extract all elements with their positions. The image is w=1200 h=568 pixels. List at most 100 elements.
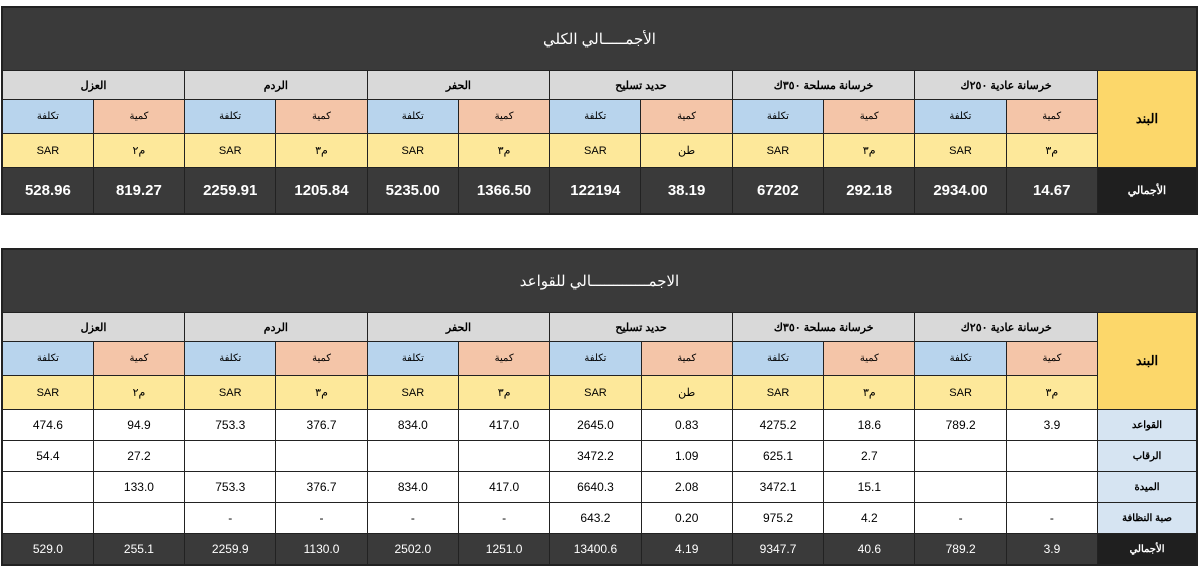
cost-cell: 834.0 — [366, 409, 459, 441]
total-cost-cell: 528.96 — [1, 167, 94, 215]
cost-header: تكلفة — [1, 99, 94, 134]
total-cost-cell: 9347.7 — [731, 533, 825, 566]
total-quantity-cell: 1251.0 — [457, 533, 551, 566]
cost-cell: 643.2 — [549, 502, 642, 534]
quantity-cell: - — [1005, 502, 1099, 534]
unit-cell: SAR — [366, 133, 459, 168]
quantity-cell: 27.2 — [92, 440, 186, 472]
unit-cell: SAR — [914, 375, 1007, 410]
unit-cell: SAR — [1, 133, 94, 168]
quantity-cell — [275, 440, 368, 472]
table-title: الاجمـــــــــــــالي للقواعد — [1, 248, 1198, 313]
quantity-cell — [1005, 440, 1099, 472]
total-row-label: الأجمالي — [1096, 167, 1198, 215]
cost-header: تكلفة — [731, 99, 825, 134]
cost-cell — [914, 471, 1007, 503]
cost-cell — [914, 440, 1007, 472]
row-label: صبة النظافة — [1097, 502, 1198, 534]
table-row: 54.4 27.2 3472.2 1.09 625.1 2.7 الرقاب — [1, 440, 1198, 472]
quantity-header: كمية — [457, 341, 551, 376]
row-label: الميدة — [1097, 471, 1198, 503]
cost-header: تكلفة — [366, 341, 459, 376]
cost-cell: 753.3 — [184, 471, 277, 503]
cost-header: تكلفة — [184, 341, 277, 376]
total-quantity-cell: 4.19 — [640, 533, 733, 566]
table-row: - - - - 643.2 0.20 975.2 4.2 - - صبة الن… — [1, 502, 1198, 534]
quantity-cell: 417.0 — [457, 471, 551, 503]
total-cost-cell: 789.2 — [914, 533, 1007, 566]
unit-cell: م٣ — [1005, 375, 1099, 410]
total-row: 529.0 255.1 2259.9 1130.0 2502.0 1251.0 … — [1, 533, 1198, 566]
total-quantity-cell: 255.1 — [92, 533, 186, 566]
row-label: القواعد — [1097, 409, 1198, 441]
quantity-header: كمية — [823, 341, 916, 376]
cost-cell: - — [184, 502, 277, 534]
unit-cell: م٣ — [457, 133, 551, 168]
cost-header: تكلفة — [914, 99, 1007, 134]
quantity-header: كمية — [1005, 99, 1098, 134]
quantity-cell: 133.0 — [92, 471, 186, 503]
unit-cell: SAR — [184, 375, 277, 410]
quantity-header: كمية — [640, 99, 733, 134]
quantity-cell — [457, 440, 551, 472]
cost-cell: 54.4 — [1, 440, 94, 472]
group-header-insulation: العزل — [1, 70, 186, 100]
foundations-total-table: الاجمـــــــــــــالي للقواعد العزل الرد… — [1, 248, 1198, 566]
quantity-cell: 94.9 — [92, 409, 186, 441]
quantity-cell: 417.0 — [457, 409, 551, 441]
total-cost-cell: 2259.91 — [184, 167, 277, 215]
table-row: 474.6 94.9 753.3 376.7 834.0 417.0 2645.… — [1, 409, 1198, 441]
unit-cell: م٣ — [823, 375, 916, 410]
unit-cell: SAR — [731, 375, 825, 410]
total-cost-cell: 529.0 — [1, 533, 94, 566]
row-label: الرقاب — [1097, 440, 1198, 472]
overall-total-table: الأجمـــــالي الكلي العزل الردم الحفر حد… — [1, 6, 1198, 215]
cost-cell — [1, 471, 94, 503]
cost-header: تكلفة — [1, 341, 94, 376]
quantity-header: كمية — [823, 99, 916, 134]
group-header-backfill: الردم — [184, 70, 368, 100]
cost-cell: - — [914, 502, 1007, 534]
total-cost-cell: 13400.6 — [549, 533, 642, 566]
quantity-cell: 15.1 — [823, 471, 916, 503]
unit-cell: SAR — [1, 375, 94, 410]
total-cost-cell: 67202 — [731, 167, 825, 215]
unit-cell: م٣ — [275, 375, 368, 410]
quantity-cell: 2.7 — [823, 440, 916, 472]
total-quantity-cell: 819.27 — [92, 167, 186, 215]
total-quantity-cell: 40.6 — [823, 533, 916, 566]
unit-cell: SAR — [184, 133, 277, 168]
cost-header: تكلفة — [184, 99, 277, 134]
group-header-excavation: الحفر — [366, 70, 551, 100]
quantity-cell: 0.83 — [640, 409, 733, 441]
group-header-reinforced-concrete: خرسانة مسلحة ٣٥٠ك — [731, 70, 916, 100]
quantity-header: كمية — [92, 341, 186, 376]
cost-cell — [366, 440, 459, 472]
cost-cell: 975.2 — [731, 502, 825, 534]
total-quantity-cell: 1366.50 — [457, 167, 551, 215]
quantity-cell: 376.7 — [275, 409, 368, 441]
cost-cell: 6640.3 — [549, 471, 642, 503]
unit-cell: م٣ — [457, 375, 551, 410]
total-cost-cell: 2934.00 — [914, 167, 1007, 215]
group-header-backfill: الردم — [184, 312, 368, 342]
quantity-header: كمية — [92, 99, 186, 134]
unit-cell: SAR — [914, 133, 1007, 168]
quantity-header: كمية — [275, 341, 368, 376]
total-cost-cell: 2259.9 — [184, 533, 277, 566]
cost-cell — [1, 502, 94, 534]
quantity-cell — [1005, 471, 1099, 503]
cost-cell: 3472.1 — [731, 471, 825, 503]
cost-header: تكلفة — [731, 341, 825, 376]
group-header-plain-concrete: خرسانة عادية ٢٥٠ك — [914, 312, 1099, 342]
group-header-plain-concrete: خرسانة عادية ٢٥٠ك — [914, 70, 1098, 100]
item-header: البند — [1096, 70, 1198, 168]
total-cost-cell: 2502.0 — [366, 533, 459, 566]
quantity-cell: 376.7 — [275, 471, 368, 503]
cost-cell: 834.0 — [366, 471, 459, 503]
cost-cell: 474.6 — [1, 409, 94, 441]
unit-cell: م٣ — [823, 133, 916, 168]
unit-cell: م٢ — [92, 375, 186, 410]
cost-header: تكلفة — [914, 341, 1007, 376]
quantity-cell — [92, 502, 186, 534]
